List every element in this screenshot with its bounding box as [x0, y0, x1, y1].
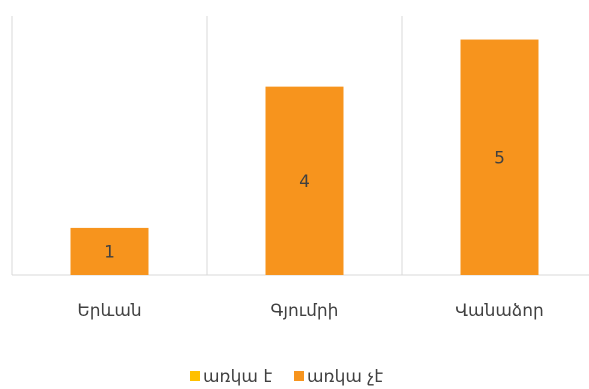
category-label: Գյումրի [271, 301, 339, 321]
bar [460, 39, 539, 275]
bar [265, 86, 344, 276]
category-gridlines [11, 16, 403, 275]
bar [70, 227, 149, 275]
legend-label: առկա է [203, 367, 272, 387]
bars-group: 1 4 5 [70, 39, 539, 276]
data-label: 4 [299, 172, 310, 192]
legend-swatch [294, 371, 304, 381]
data-label: 1 [104, 242, 115, 262]
category-label: Երևան [77, 301, 141, 321]
category-label: Վանաձոր [455, 301, 544, 321]
legend: առկա է առկա չէ [190, 367, 383, 387]
legend-label: առկա չէ [307, 367, 383, 387]
data-label: 5 [494, 148, 505, 168]
legend-swatch [190, 371, 200, 381]
category-labels: Երևան Գյումրի Վանաձոր [77, 301, 543, 321]
